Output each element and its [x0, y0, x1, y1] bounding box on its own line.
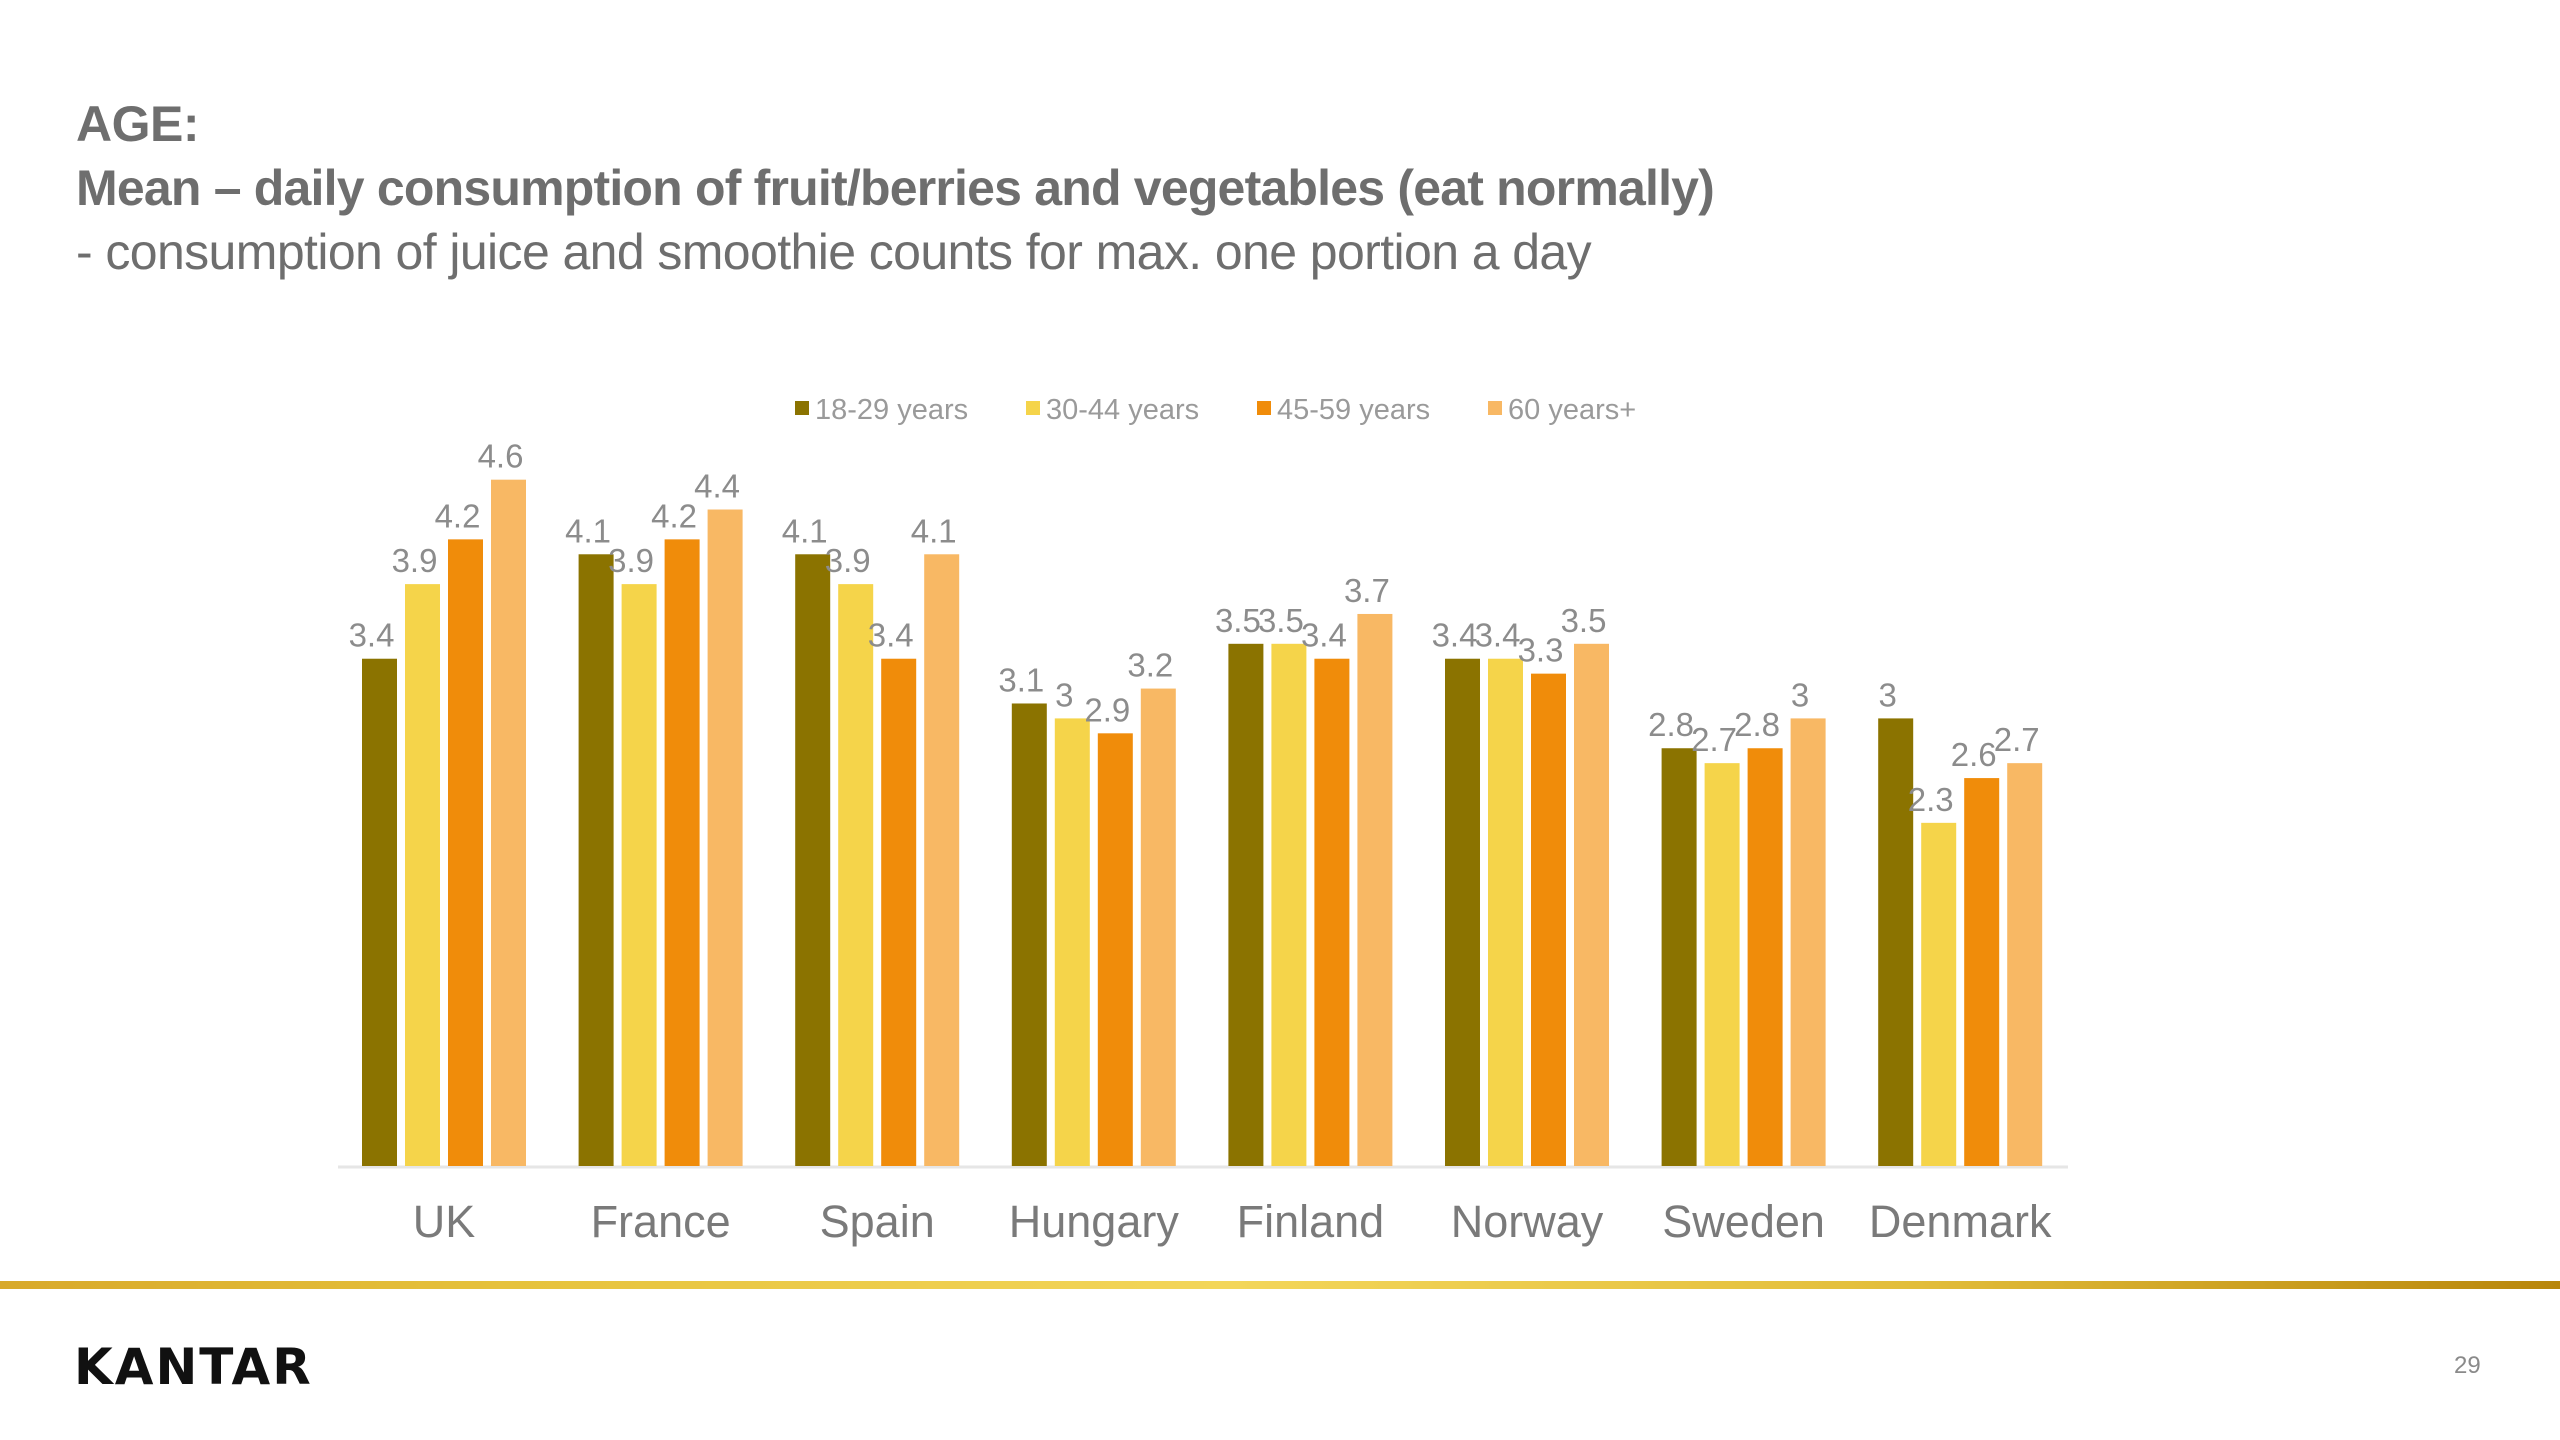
data-label: 3.4 [1301, 617, 1347, 654]
bar-denmark-4 [2007, 763, 2043, 1166]
bar-spain-2 [838, 584, 874, 1166]
bar-finland-3 [1314, 658, 1350, 1166]
bar-sweden-3 [1747, 748, 1783, 1166]
data-label: 2.7 [1994, 721, 2040, 758]
data-label: 4.1 [911, 512, 957, 549]
data-labels-group: 3.43.94.24.64.13.94.24.44.13.93.44.13.1 3… [349, 438, 2040, 818]
data-label: 2.3 [1908, 781, 1954, 818]
legend-swatch [1026, 401, 1040, 415]
data-label: 3.4 [349, 617, 395, 654]
x-tick-label: Norway [1451, 1196, 1604, 1247]
data-label: 2.8 [1648, 706, 1694, 743]
bar-denmark-1 [1878, 718, 1914, 1166]
data-label: 3.4 [868, 617, 914, 654]
data-label: 3.4 [1475, 617, 1521, 654]
bar-hungary-4 [1140, 688, 1176, 1166]
bar-sweden-2 [1704, 763, 1740, 1166]
bars-group [362, 479, 2043, 1166]
bar-uk-3 [448, 539, 483, 1166]
bar-denmark-2 [1921, 822, 1957, 1166]
bar-uk-4 [491, 479, 526, 1166]
data-label: 2.7 [1691, 721, 1737, 758]
title-subtitle: - consumption of juice and smoothie coun… [76, 224, 1592, 280]
data-label: 3.9 [825, 542, 871, 579]
bar-norway-3 [1531, 673, 1566, 1166]
data-label: 3.4 [1432, 617, 1478, 654]
data-label: 3.7 [1344, 572, 1390, 609]
bar-finland-4 [1357, 613, 1393, 1166]
chart-legend: 18-29 years 30-44 years 45-59 years 60 year… [795, 394, 1636, 426]
data-label: 3.1 [998, 661, 1044, 698]
data-label: 4.4 [694, 468, 740, 505]
bar-spain-1 [795, 554, 831, 1166]
x-tick-label: Finland [1237, 1196, 1385, 1247]
bar-spain-4 [924, 554, 960, 1166]
slide-title: AGE: Mean – daily consumption of fruit/b… [76, 92, 1715, 284]
bar-chart: 18-29 years 30-44 years 45-59 years 60 year… [338, 394, 2068, 1247]
legend-swatch [1257, 401, 1271, 415]
bar-hungary-1 [1011, 703, 1047, 1166]
data-label: 4.1 [565, 512, 611, 549]
data-label: 2.9 [1084, 691, 1130, 728]
legend-label: 45-59 years [1277, 394, 1430, 426]
gold-divider-line [0, 1281, 2560, 1289]
data-label: 3 [1879, 676, 1897, 713]
title-age: AGE: [76, 96, 200, 152]
bar-uk-1 [362, 658, 397, 1166]
data-label: 4.2 [435, 497, 481, 534]
bar-norway-4 [1574, 643, 1609, 1166]
bar-hungary-2 [1054, 718, 1090, 1166]
data-label: 3 [1055, 676, 1073, 713]
bar-denmark-3 [1964, 778, 2000, 1166]
bar-hungary-3 [1097, 733, 1133, 1166]
x-tick-label: UK [413, 1196, 476, 1247]
legend-swatch [795, 401, 809, 415]
data-label: 3 [1791, 676, 1809, 713]
data-label: 4.2 [651, 497, 697, 534]
bar-sweden-4 [1790, 718, 1826, 1166]
bar-uk-2 [405, 584, 440, 1166]
bar-france-3 [664, 539, 700, 1166]
legend-label: 18-29 years [815, 394, 968, 426]
bar-france-4 [707, 509, 743, 1166]
legend-swatch [1488, 401, 1502, 415]
data-label: 3.5 [1258, 602, 1304, 639]
bar-norway-1 [1445, 658, 1480, 1166]
data-label: 2.8 [1734, 706, 1780, 743]
data-label: 2.6 [1951, 736, 1997, 773]
data-label: 4.6 [478, 438, 524, 475]
bar-finland-1 [1228, 643, 1264, 1166]
data-label: 3.2 [1127, 647, 1173, 684]
page-number: 29 [2454, 1352, 2481, 1379]
x-tick-labels: UK France Spain Hungary Finland Norway Sweden D… [413, 1196, 2052, 1247]
bar-spain-3 [881, 658, 917, 1166]
kantar-logo: KANTAR [74, 1338, 313, 1396]
bar-sweden-1 [1661, 748, 1697, 1166]
x-tick-label: Spain [820, 1196, 935, 1247]
x-tick-label: Denmark [1869, 1196, 2052, 1247]
x-tick-label: Sweden [1662, 1196, 1825, 1247]
x-tick-label: France [591, 1196, 731, 1247]
bar-norway-2 [1488, 658, 1523, 1166]
data-label: 3.9 [608, 542, 654, 579]
x-tick-label: Hungary [1009, 1196, 1180, 1247]
bar-france-1 [578, 554, 614, 1166]
legend-label: 60 years+ [1508, 394, 1636, 426]
title-main: Mean – daily consumption of fruit/berrie… [76, 160, 1715, 216]
bar-france-2 [621, 584, 657, 1166]
data-label: 4.1 [782, 512, 828, 549]
legend-label: 30-44 years [1046, 394, 1199, 426]
data-label: 3.3 [1518, 632, 1564, 669]
data-label: 3.9 [392, 542, 438, 579]
bar-finland-2 [1271, 643, 1307, 1166]
data-label: 3.5 [1561, 602, 1607, 639]
data-label: 3.5 [1215, 602, 1261, 639]
